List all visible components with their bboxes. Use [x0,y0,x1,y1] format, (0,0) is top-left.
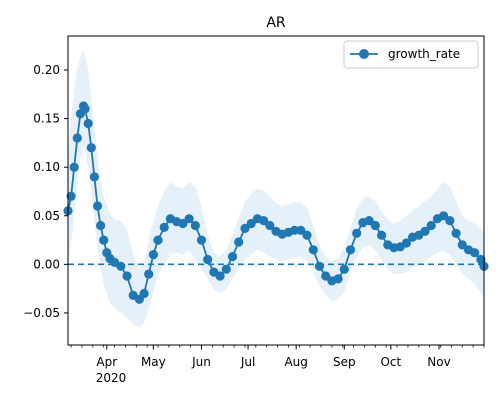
data-point [190,220,200,231]
data-point [234,237,244,247]
data-point [370,220,380,231]
series-layer [63,101,489,304]
x-axis: Apr May Jun Jul Aug Sep Oct Nov [70,345,485,369]
data-point [83,118,93,129]
data-point [240,223,250,233]
data-point [122,271,132,281]
y-tick-label: 0.00 [33,257,60,271]
data-point [196,235,207,245]
data-point [246,218,256,229]
y-tick-label: 0.05 [33,209,60,223]
data-point [470,248,480,258]
y-tick-label: −0.05 [23,306,60,320]
x-tick-label: Jun [191,355,211,369]
data-point [265,220,275,231]
data-point [221,264,231,274]
data-point [96,220,106,231]
data-point [333,274,343,284]
data-point [445,216,455,226]
x-tick-label: Oct [380,355,401,369]
y-tick-label: 0.10 [33,160,60,174]
data-point [426,220,436,231]
data-point [86,143,96,153]
data-point [178,218,188,229]
y-tick-label: 0.20 [33,63,60,77]
data-point [99,235,109,245]
data-point [339,264,349,274]
legend-marker [359,49,369,59]
data-point [227,252,238,262]
data-point [89,172,99,182]
x-tick-label: Sep [333,355,356,369]
legend-box [343,40,479,69]
data-point [321,271,331,281]
data-point [92,201,103,211]
data-point [364,216,374,226]
data-point [451,228,461,238]
data-point [420,226,430,236]
x-year-label: 2020 [96,371,127,385]
data-point [148,250,158,260]
data-point [66,191,76,201]
data-point [139,288,149,299]
data-point [159,222,169,232]
data-point [153,235,163,245]
data-point [345,245,356,255]
data-point [184,214,194,224]
data-point [401,238,411,248]
chart-title: AR [266,15,286,31]
data-point [259,216,269,226]
data-point [80,104,90,114]
data-point [69,162,79,172]
x-tick-label: Apr [96,355,117,369]
x-tick-label: May [141,355,166,369]
data-point [308,245,318,255]
data-point [72,133,82,143]
legend-entry: growth_rate [388,47,460,61]
data-point [377,230,387,240]
data-point [314,261,325,271]
x-tick-label: Aug [284,355,307,369]
plot-frame [67,35,485,346]
data-point [302,230,312,240]
y-axis: −0.05 0.00 0.05 0.10 0.15 0.20 [23,63,68,320]
data-point [296,225,306,235]
x-tick-label: Jul [240,355,255,369]
confidence-band [68,50,484,328]
y-tick-label: 0.15 [33,112,60,126]
confidence-band-layer [68,50,484,328]
data-point [116,261,126,271]
legend: growth_rate [343,40,479,69]
data-point [203,254,213,265]
data-point [439,211,449,221]
data-point [352,228,362,238]
data-point [457,240,467,250]
data-point [215,271,225,281]
data-point [144,269,154,279]
x-tick-label: Nov [427,355,450,369]
